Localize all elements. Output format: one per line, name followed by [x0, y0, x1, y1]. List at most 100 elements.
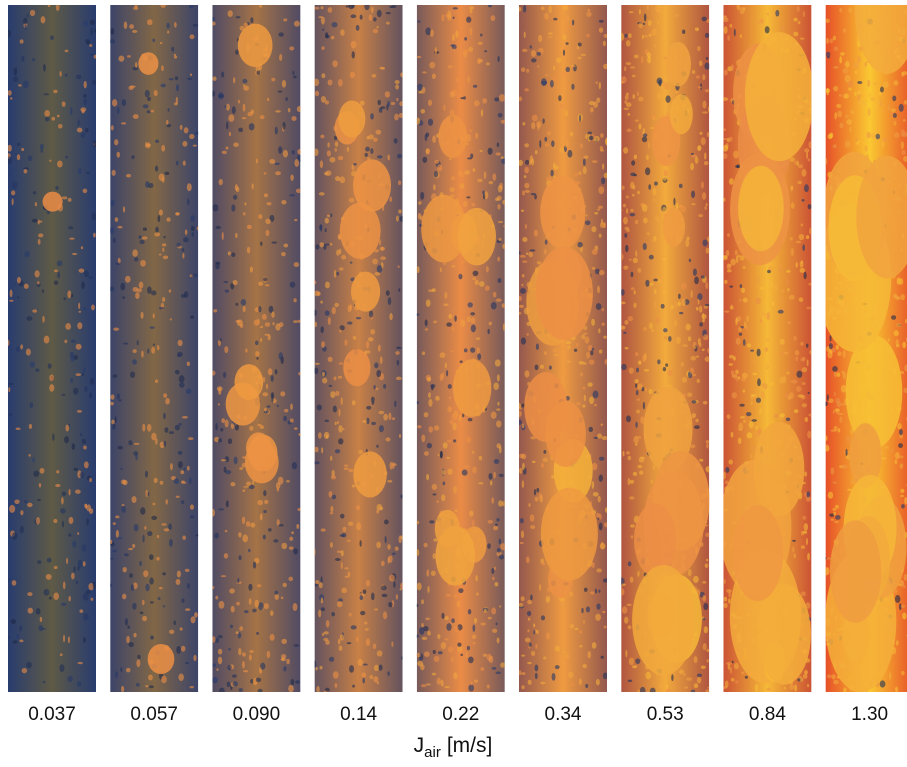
speckle [115, 671, 118, 678]
speckle [477, 179, 483, 183]
speckle [703, 618, 706, 620]
speckle [79, 311, 82, 313]
speckle [322, 28, 324, 31]
speckle [16, 427, 21, 430]
speckle [843, 94, 849, 99]
speckle [117, 394, 120, 400]
speckle [808, 392, 810, 394]
speckle [598, 328, 600, 333]
speckle [458, 274, 462, 280]
speckle [213, 309, 217, 312]
speckle [260, 115, 265, 119]
speckle [846, 436, 851, 442]
speckle [154, 232, 160, 236]
speckle [706, 443, 708, 448]
speckle [792, 540, 796, 542]
speckle [795, 356, 798, 361]
speckle [825, 569, 828, 576]
speckle [278, 524, 283, 526]
speckle [83, 189, 88, 194]
speckle [638, 124, 641, 130]
speckle [174, 102, 178, 105]
speckle [491, 568, 494, 574]
speckle [491, 15, 496, 21]
speckle [180, 627, 183, 630]
speckle [56, 3, 60, 10]
speckle [738, 376, 741, 379]
speckle [164, 441, 167, 447]
speckle [26, 316, 32, 321]
speckle [398, 288, 400, 292]
speckle [378, 345, 381, 352]
speckle [211, 90, 215, 96]
speckle [747, 432, 753, 438]
speckle [165, 172, 170, 175]
speckle [897, 423, 901, 429]
speckle [389, 196, 392, 202]
speckle [418, 201, 421, 205]
speckle [583, 362, 587, 365]
speckle [425, 134, 428, 141]
speckle [327, 150, 331, 156]
speckle [283, 583, 287, 587]
speckle [335, 558, 341, 561]
speckle [536, 488, 539, 493]
speckle [857, 56, 861, 62]
speckle [444, 638, 448, 640]
speckle [140, 260, 146, 267]
speckle [122, 99, 126, 106]
speckle [694, 425, 700, 429]
speckle [729, 178, 734, 185]
speckle [176, 161, 179, 166]
speckle [793, 336, 797, 342]
speckle [398, 113, 404, 118]
speckle [535, 673, 538, 679]
speckle [786, 278, 789, 286]
speckle [525, 160, 529, 165]
speckle [645, 388, 647, 392]
speckle [23, 80, 29, 88]
speckle [899, 429, 903, 435]
speckle [161, 65, 164, 71]
speckle [416, 635, 420, 638]
speckle [89, 393, 92, 399]
speckle [262, 314, 267, 320]
speckle [530, 595, 533, 601]
speckle [592, 481, 594, 489]
speckle [901, 504, 905, 508]
speckle [681, 362, 684, 367]
speckle [446, 322, 452, 326]
speckle [169, 539, 173, 547]
speckle [425, 618, 430, 620]
speckle [65, 50, 69, 53]
speckle [132, 544, 135, 548]
speckle [451, 656, 453, 662]
speckle [589, 396, 594, 404]
speckle [232, 280, 237, 285]
speckle [641, 56, 644, 63]
speckle [134, 3, 137, 8]
speckle [321, 528, 326, 531]
speckle [294, 262, 299, 267]
speckle [350, 14, 356, 18]
speckle [780, 413, 785, 417]
speckle [537, 65, 539, 67]
speckle [373, 29, 378, 33]
speckle [427, 631, 431, 636]
speckle [226, 500, 229, 507]
speckle [433, 650, 436, 654]
speckle [265, 322, 270, 327]
speckle [212, 663, 216, 667]
speckle [648, 20, 652, 26]
speckle [242, 652, 246, 656]
speckle [288, 108, 291, 113]
speckle [727, 233, 730, 237]
speckle [29, 402, 33, 408]
speckle [654, 301, 656, 309]
speckle [707, 132, 711, 137]
flow-panel [516, 5, 609, 692]
speckle [124, 21, 128, 28]
speckle [221, 575, 227, 577]
speckle [516, 410, 521, 417]
speckle [145, 142, 148, 148]
